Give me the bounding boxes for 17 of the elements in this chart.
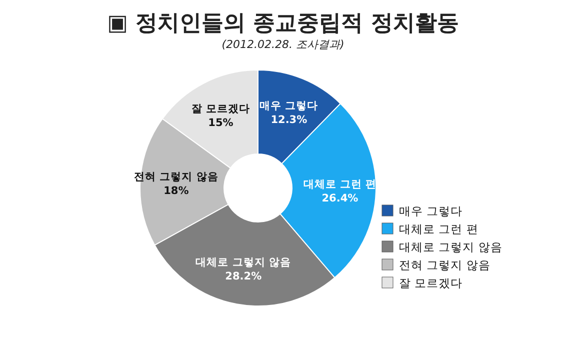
chart-title: ▣ 정치인들의 종교중립적 정치활동 — [107, 11, 459, 36]
slice-label: 전혀 그렇지 않음 — [134, 170, 218, 183]
data-label: 15% — [208, 116, 234, 129]
slice-label: 잘 모르겠다 — [191, 102, 250, 115]
slice-label: 매우 그렇다 — [260, 100, 318, 112]
data-label: 28.2% — [225, 270, 262, 283]
data-label: 26.4% — [322, 192, 359, 205]
legend-label: 대체로 그렇지 않음 — [399, 240, 502, 254]
slice-label: 대체로 그런 편 — [303, 178, 377, 191]
slice-label: 대체로 그렇지 않음 — [196, 256, 292, 269]
legend-label: 대체로 그런 편 — [399, 222, 478, 236]
chart-subtitle: (2012.02.28. 조사결과) — [222, 38, 344, 51]
legend-label: 전혀 그렇지 않음 — [399, 258, 490, 272]
data-label: 18% — [164, 184, 190, 197]
data-label: 12.3% — [270, 114, 308, 126]
legend-label: 매우 그렇다 — [399, 204, 463, 218]
legend-label: 잘 모르겠다 — [399, 276, 463, 290]
